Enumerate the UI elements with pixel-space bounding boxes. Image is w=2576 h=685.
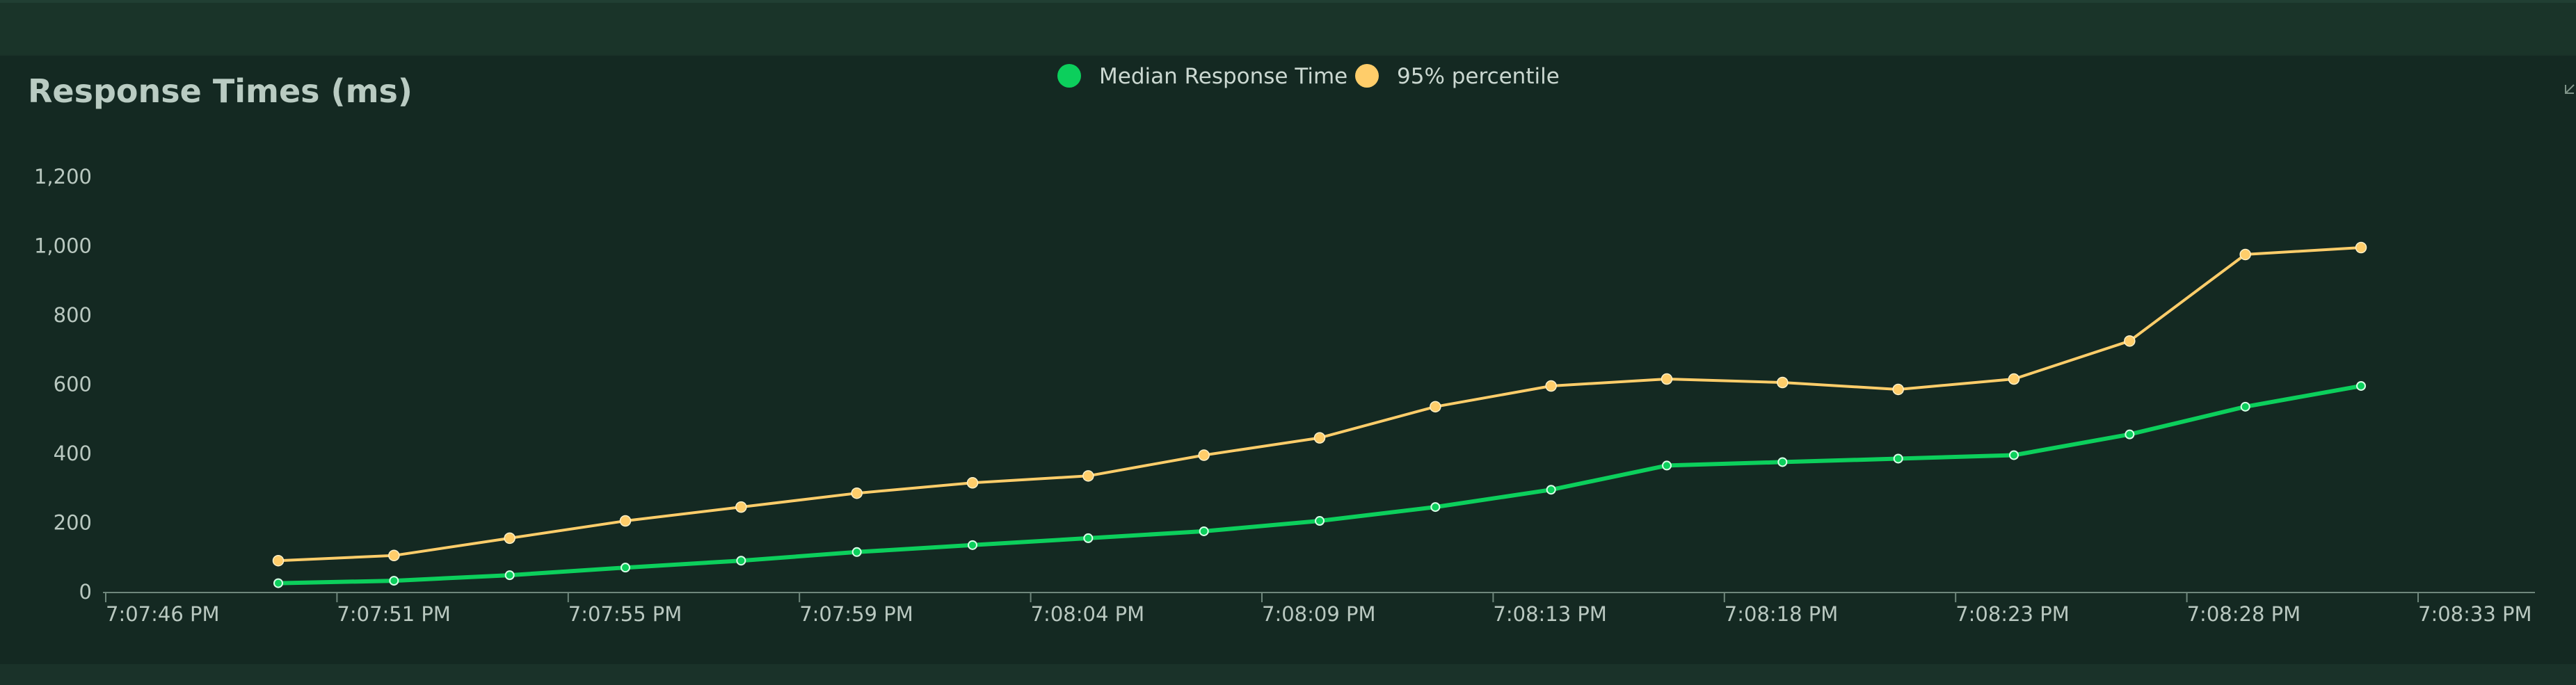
series-0-point-11[interactable] (1547, 485, 1555, 494)
x-tick-label-0: 7:07:46 PM (106, 602, 220, 626)
series-1-point-2[interactable] (504, 533, 515, 543)
x-tick-label-6: 7:08:13 PM (1493, 602, 1607, 626)
y-axis: 0 200 400 600 800 1,000 1,200 (34, 165, 92, 604)
series-0-point-3[interactable] (621, 563, 630, 572)
x-tick-label-2: 7:07:55 PM (568, 602, 682, 626)
series-1-point-14[interactable] (1893, 384, 1903, 394)
series-0-point-4[interactable] (737, 556, 745, 565)
x-tick-label-9: 7:08:28 PM (2187, 602, 2301, 626)
x-tick-label-10: 7:08:33 PM (2418, 602, 2532, 626)
x-axis: 7:07:46 PM 7:07:51 PM 7:07:55 PM 7:07:59 PM… (103, 593, 2535, 626)
series-1-point-6[interactable] (968, 478, 978, 488)
series-0-point-5[interactable] (853, 548, 861, 556)
series-line-1 (278, 248, 2361, 561)
y-tick-label-1: 200 (54, 511, 92, 535)
series-0-point-2[interactable] (506, 571, 514, 579)
x-tick-label-4: 7:08:04 PM (1031, 602, 1145, 626)
series-0-point-1[interactable] (390, 577, 398, 585)
legend-marker-1[interactable] (1355, 64, 1379, 88)
series-1-point-5[interactable] (851, 488, 862, 499)
x-tick-label-3: 7:07:59 PM (799, 602, 913, 626)
series-1-point-18[interactable] (2356, 242, 2367, 252)
y-tick-label-3: 600 (54, 373, 92, 396)
series-1-point-1[interactable] (389, 550, 399, 561)
legend: Median Response Time 95% percentile (1057, 64, 1560, 89)
y-tick-label-2: 400 (54, 442, 92, 465)
series-0-point-10[interactable] (1431, 503, 1439, 511)
series-1-point-11[interactable] (1546, 380, 1556, 391)
series-1-point-15[interactable] (2009, 374, 2019, 385)
y-tick-label-0: 0 (79, 580, 92, 604)
series-0-point-15[interactable] (2010, 451, 2018, 459)
x-tick-label-1: 7:07:51 PM (337, 602, 451, 626)
series-1-point-0[interactable] (273, 556, 284, 566)
series-1-point-16[interactable] (2125, 336, 2135, 346)
x-tick-label-8: 7:08:23 PM (1955, 602, 2070, 626)
series-1-point-8[interactable] (1199, 450, 1209, 460)
series-0-point-8[interactable] (1200, 527, 1208, 535)
x-tick-label-5: 7:08:09 PM (1262, 602, 1376, 626)
y-tick-label-6: 1,200 (34, 165, 92, 188)
series-1-point-17[interactable] (2240, 249, 2250, 259)
y-tick-label-5: 1,000 (34, 234, 92, 258)
legend-marker-0[interactable] (1057, 64, 1081, 88)
y-tick-label-4: 800 (54, 303, 92, 327)
series-1-point-10[interactable] (1430, 401, 1441, 412)
series-1-point-13[interactable] (1777, 378, 1788, 388)
series-0-point-0[interactable] (274, 579, 282, 588)
legend-label-0[interactable]: Median Response Time (1099, 64, 1347, 89)
series-0-point-17[interactable] (2241, 403, 2250, 411)
series-0-point-14[interactable] (1894, 454, 1903, 462)
series-0-point-6[interactable] (968, 541, 977, 549)
series-0-point-12[interactable] (1663, 461, 1671, 469)
series-1-point-3[interactable] (621, 516, 631, 526)
legend-label-1[interactable]: 95% percentile (1397, 64, 1560, 89)
series-0-point-13[interactable] (1778, 458, 1786, 466)
series-0-point-9[interactable] (1315, 517, 1324, 525)
series-1-point-12[interactable] (1662, 374, 1672, 385)
series-line-0 (278, 386, 2361, 583)
series-layer (273, 242, 2367, 587)
series-1-point-7[interactable] (1083, 471, 1094, 481)
series-0-point-7[interactable] (1084, 534, 1092, 542)
series-1-point-9[interactable] (1315, 433, 1325, 443)
series-0-point-16[interactable] (2125, 430, 2134, 439)
x-tick-label-7: 7:08:18 PM (1725, 602, 1839, 626)
series-0-point-18[interactable] (2357, 382, 2365, 390)
series-1-point-4[interactable] (736, 502, 746, 513)
